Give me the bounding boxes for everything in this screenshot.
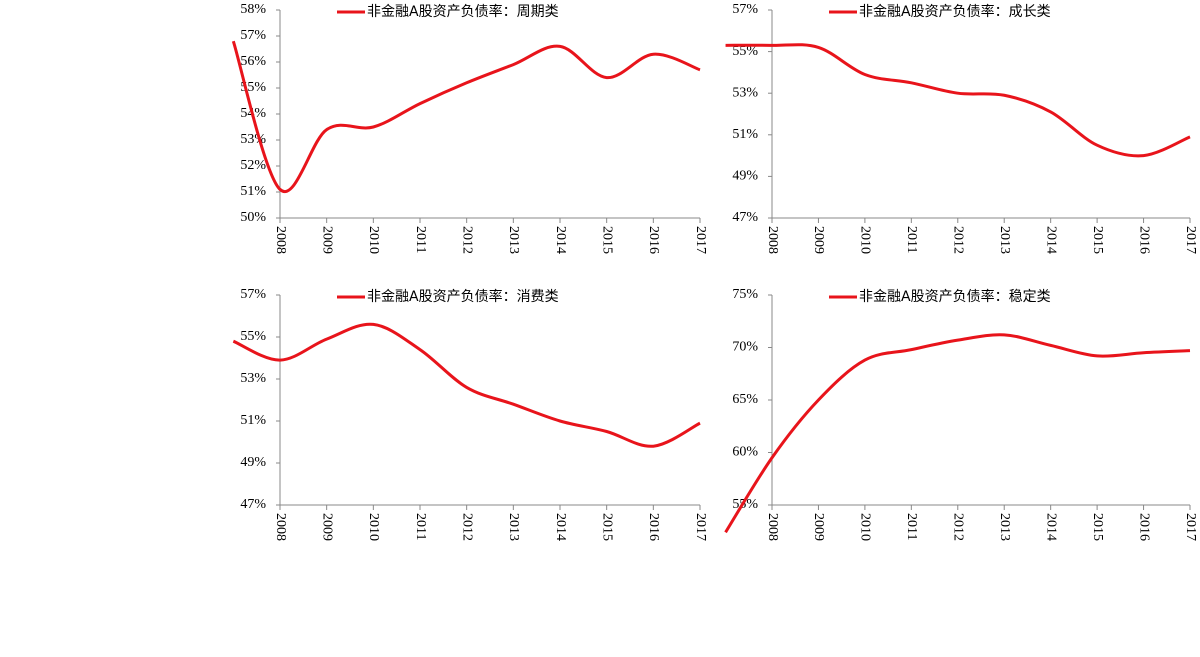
y-tick-label: 58% [240, 2, 266, 17]
y-tick-label: 56% [240, 54, 266, 69]
x-tick-label: 2017 [693, 513, 708, 541]
legend-label: 非金融A股资产负债率：消费类 [367, 288, 559, 305]
legend-label: 非金融A股资产负债率：周期类 [367, 3, 559, 20]
x-tick-label: 2011 [904, 226, 919, 253]
y-tick-label: 52% [240, 158, 266, 173]
y-tick-label: 47% [732, 210, 758, 225]
y-tick-label: 49% [732, 169, 758, 184]
series-line [232, 322, 701, 448]
x-tick-label: 2010 [858, 226, 873, 254]
series-line [231, 40, 701, 194]
x-tick-label: 2012 [459, 513, 474, 541]
x-tick-label: 2013 [506, 513, 521, 541]
y-tick-label: 60% [732, 445, 758, 460]
x-tick-label: 2008 [765, 226, 780, 254]
y-tick-label: 51% [732, 127, 758, 142]
x-tick-label: 2015 [599, 513, 614, 541]
x-tick-label: 2015 [599, 226, 614, 254]
x-tick-label: 2012 [951, 513, 966, 541]
x-tick-label: 2010 [366, 513, 381, 541]
x-tick-label: 2015 [1090, 226, 1105, 254]
y-tick-label: 49% [240, 455, 266, 470]
x-tick-label: 2016 [646, 513, 661, 541]
x-tick-label: 2013 [997, 513, 1012, 541]
legend-label: 非金融A股资产负债率：稳定类 [859, 288, 1051, 305]
x-tick-label: 2009 [811, 226, 826, 254]
x-tick-label: 2011 [904, 513, 919, 540]
x-tick-label: 2013 [997, 226, 1012, 254]
x-tick-label: 2008 [273, 513, 288, 541]
y-tick-label: 47% [240, 497, 266, 512]
series-line [724, 333, 1191, 534]
series-line [725, 43, 1191, 158]
x-tick-label: 2008 [273, 226, 288, 254]
y-tick-label: 65% [732, 392, 758, 407]
y-tick-label: 51% [240, 184, 266, 199]
y-tick-label: 55% [240, 329, 266, 344]
x-tick-label: 2014 [1043, 513, 1058, 541]
x-tick-label: 2010 [858, 513, 873, 541]
y-tick-label: 53% [240, 371, 266, 386]
x-tick-label: 2010 [366, 226, 381, 254]
y-tick-label: 75% [732, 287, 758, 302]
y-tick-label: 57% [732, 2, 758, 17]
x-tick-label: 2014 [553, 513, 568, 541]
x-tick-label: 2016 [1136, 513, 1151, 541]
x-tick-label: 2012 [459, 226, 474, 254]
x-tick-label: 2011 [413, 226, 428, 253]
x-tick-label: 2017 [1183, 226, 1198, 254]
y-tick-label: 70% [732, 340, 758, 355]
y-tick-label: 55% [732, 44, 758, 59]
y-tick-label: 50% [240, 210, 266, 225]
x-tick-label: 2015 [1090, 513, 1105, 541]
x-tick-label: 2016 [1136, 226, 1151, 254]
x-tick-label: 2009 [319, 513, 334, 541]
x-tick-label: 2009 [811, 513, 826, 541]
x-tick-label: 2014 [1043, 226, 1058, 254]
y-tick-label: 53% [732, 85, 758, 100]
x-tick-label: 2016 [646, 226, 661, 254]
x-tick-label: 2014 [553, 226, 568, 254]
y-tick-label: 57% [240, 287, 266, 302]
x-tick-label: 2013 [506, 226, 521, 254]
x-tick-label: 2017 [693, 226, 708, 254]
x-tick-label: 2017 [1183, 513, 1198, 541]
x-tick-label: 2011 [413, 513, 428, 540]
y-tick-label: 51% [240, 413, 266, 428]
y-tick-label: 57% [240, 28, 266, 43]
legend-label: 非金融A股资产负债率：成长类 [859, 3, 1051, 20]
x-tick-label: 2012 [951, 226, 966, 254]
x-tick-label: 2009 [319, 226, 334, 254]
x-tick-label: 2008 [765, 513, 780, 541]
